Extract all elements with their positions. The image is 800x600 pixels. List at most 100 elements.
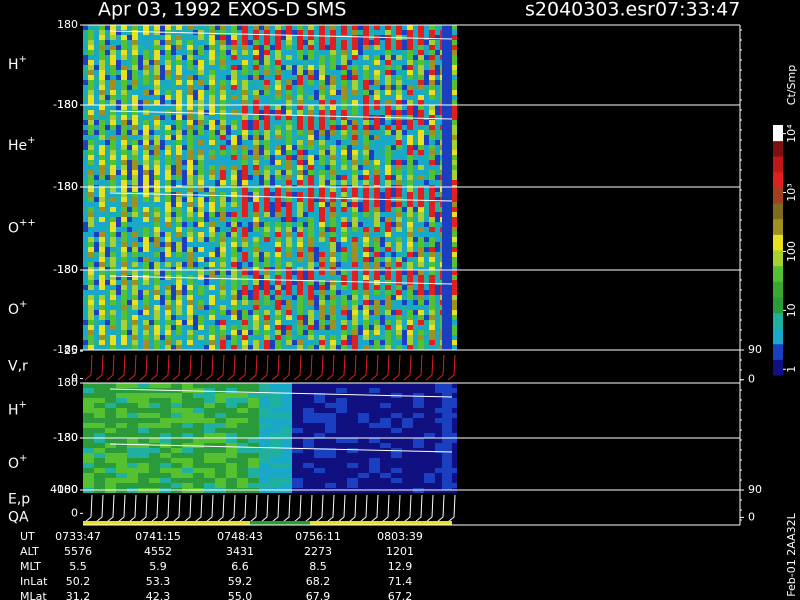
spectrogram-cell (116, 478, 127, 483)
spectrogram-cell (418, 75, 424, 80)
spectrogram-cell (380, 433, 391, 438)
spectrogram-cell (154, 80, 160, 85)
spectrogram-cell (160, 50, 165, 55)
spectrogram-cell (110, 85, 116, 90)
spectrogram-cell (374, 30, 380, 35)
spectrogram-cell (105, 423, 116, 428)
spectrogram-cell (154, 217, 160, 222)
spectrogram-cell (182, 320, 187, 325)
spectrogram-cell (330, 70, 336, 75)
spectrogram-cell (231, 110, 237, 115)
spectrogram-cell (429, 140, 435, 145)
spectrogram-cell (281, 433, 292, 438)
spectrogram-cell (220, 300, 226, 305)
spectrogram-cell (330, 310, 336, 315)
spectrogram-cell (380, 275, 385, 280)
spectrogram-cell (429, 197, 435, 202)
spectrogram-cell (347, 310, 352, 315)
spectrogram-cell (154, 207, 160, 212)
spectrogram-cell (160, 187, 165, 192)
spectrogram-cell (341, 330, 347, 335)
spectrogram-cell (253, 110, 259, 115)
spectrogram-cell (253, 105, 259, 110)
spectrogram-cell (330, 315, 336, 320)
spectrogram-cell (237, 398, 248, 403)
spectrogram-cell (347, 448, 358, 453)
spectrogram-cell (198, 85, 204, 90)
spectrogram-cell (132, 100, 138, 105)
spectrogram-cell (413, 60, 418, 65)
spectrogram-cell (121, 40, 127, 45)
panel-label-sup: + (19, 400, 27, 411)
spectrogram-cell (253, 262, 259, 267)
spectrogram-cell (253, 55, 259, 60)
spectrogram-cell (132, 65, 138, 70)
spectrogram-cell (325, 428, 336, 433)
spectrogram-cell (231, 160, 237, 165)
spectrogram-cell (385, 155, 391, 160)
spectrogram-cell (429, 100, 435, 105)
spectrogram-cell (209, 155, 215, 160)
spectrogram-cell (358, 222, 363, 227)
spectrogram-cell (286, 145, 292, 150)
spectrogram-cell (105, 463, 116, 468)
spectrogram-cell (303, 60, 308, 65)
spectrogram-cell (380, 398, 391, 403)
spectrogram-cell (402, 473, 413, 478)
spectrogram-cell (380, 150, 385, 155)
spectrogram-cell (110, 305, 116, 310)
spectrogram-cell (303, 100, 308, 105)
spectrogram-cell (176, 300, 182, 305)
spectrogram-cell (314, 483, 325, 488)
spectrogram-cell (303, 217, 308, 222)
spectrogram-cell (242, 305, 248, 310)
spectrogram-cell (451, 202, 457, 207)
spectrogram-cell (110, 105, 116, 110)
spectrogram-cell (281, 202, 286, 207)
spectrogram-cell (215, 398, 226, 403)
spectrogram-cell (330, 65, 336, 70)
spectrogram-cell (402, 100, 407, 105)
spectrogram-cell (176, 165, 182, 170)
spectrogram-cell (264, 285, 270, 290)
spectrogram-cell (88, 315, 94, 320)
spectrogram-cell (413, 140, 418, 145)
spectrogram-cell (451, 340, 457, 345)
spectrogram-cell (270, 393, 281, 398)
spectrogram-cell (204, 237, 209, 242)
spectrogram-cell (253, 180, 259, 185)
spectrogram-cell (149, 45, 154, 50)
spectrogram-cell (83, 398, 94, 403)
spectrogram-cell (385, 150, 391, 155)
spectrogram-cell (275, 217, 281, 222)
spectrogram-cell (198, 305, 204, 310)
spectrogram-cell (193, 468, 204, 473)
spectrogram-cell (374, 80, 380, 85)
spectrogram-cell (292, 95, 297, 100)
spectrogram-cell (110, 125, 116, 130)
spectrogram-cell (105, 75, 110, 80)
spectrogram-cell (330, 275, 336, 280)
spectrogram-cell (303, 227, 308, 232)
spectrogram-cell (198, 160, 204, 165)
spectrogram-cell (308, 25, 314, 30)
spectrogram-cell (424, 388, 435, 393)
panel-label-sup: + (19, 299, 27, 310)
spectrogram-cell (308, 237, 314, 242)
ephemeris-value: 71.4 (388, 575, 413, 588)
spectrogram-cell (138, 433, 149, 438)
spectrogram-cell (182, 448, 193, 453)
spectrogram-cell (292, 305, 297, 310)
spectrogram-cell (330, 35, 336, 40)
spectrogram-cell (165, 295, 171, 300)
spectrogram-cell (116, 413, 127, 418)
spectrogram-cell (413, 398, 424, 403)
spectrogram-cell (391, 388, 402, 393)
spectrogram-cell (187, 262, 193, 267)
spectrogram-cell (451, 155, 457, 160)
spectrogram-cell (292, 170, 297, 175)
spectrogram-cell (308, 130, 314, 135)
spectrogram-cell (264, 55, 270, 60)
spectrogram-cell (429, 237, 435, 242)
